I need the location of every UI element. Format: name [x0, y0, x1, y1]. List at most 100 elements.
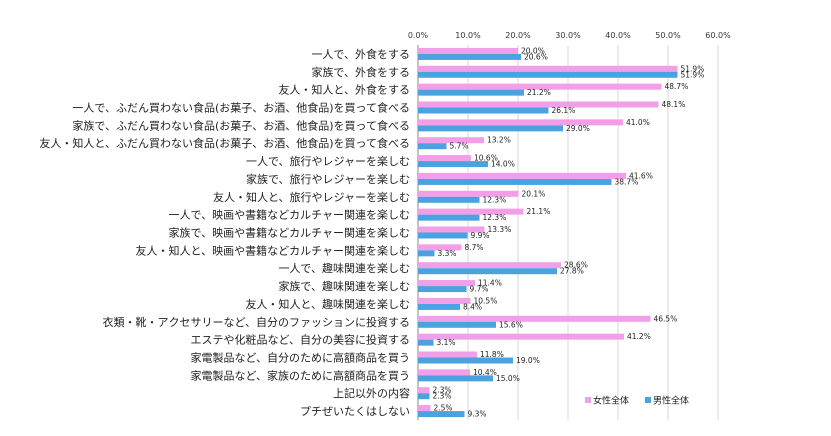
- data-label: 15.0%: [496, 374, 520, 383]
- data-label: 2.3%: [433, 392, 452, 401]
- bar-male: [418, 161, 488, 168]
- data-label: 8.4%: [463, 302, 482, 311]
- category-label: 友人・知人と、趣味関連を楽しむ: [245, 297, 410, 311]
- bar-male: [418, 357, 513, 364]
- x-tick-label: 30.0%: [555, 31, 581, 40]
- x-tick-label: 20.0%: [505, 31, 531, 40]
- data-label: 41.6%: [629, 171, 653, 180]
- bar-male: [418, 178, 612, 185]
- bar-male: [418, 53, 521, 60]
- bar-male: [418, 89, 524, 96]
- legend-label-female: 女性全体: [593, 395, 629, 407]
- data-label: 10.4%: [473, 368, 497, 377]
- bar-male: [418, 250, 435, 257]
- bar-female: [418, 244, 462, 251]
- data-labels: 20.0%20.6% 51.9%51.9% 48.7% 21.2% 48.1% 26.1%…: [433, 46, 705, 418]
- bar-male: [418, 303, 460, 310]
- category-label: 家族で、趣味関連を楽しむ: [278, 279, 410, 293]
- data-label: 5.7%: [450, 142, 469, 151]
- bar-female: [418, 119, 623, 126]
- bar-female: [418, 137, 484, 144]
- data-label: 46.5%: [654, 314, 678, 323]
- data-label: 15.6%: [499, 320, 523, 329]
- data-label: 14.0%: [491, 160, 515, 169]
- category-label: 家電製品など、家族のために高額商品を買う: [191, 368, 410, 382]
- category-label: 友人・知人と、外食をする: [278, 83, 410, 97]
- bar-male: [418, 268, 557, 275]
- x-tick-label: 10.0%: [455, 31, 481, 40]
- legend-swatch-male: [645, 397, 651, 403]
- category-label: エステや化粧品など、自分の美容に投資する: [191, 333, 410, 347]
- bar-female: [418, 155, 471, 162]
- data-label: 38.7%: [615, 177, 639, 186]
- x-axis-ticks: 0.0% 10.0% 20.0% 30.0% 40.0% 50.0% 60.0%: [408, 31, 731, 40]
- data-label: 9.9%: [471, 231, 490, 240]
- data-label: 41.0%: [626, 118, 650, 127]
- bar-female: [418, 47, 518, 54]
- category-label: 衣類・靴・アクセサリーなど、自分のファッションに投資する: [103, 315, 410, 329]
- data-label: 41.2%: [627, 332, 651, 341]
- bar-female: [418, 333, 624, 340]
- data-label: 12.3%: [483, 195, 507, 204]
- data-label: 2.5%: [434, 404, 453, 413]
- bar-male: [418, 393, 430, 400]
- category-label: 一人で、映画や書籍などカルチャー関連を楽しむ: [169, 208, 410, 222]
- data-label: 12.3%: [483, 213, 507, 222]
- bar-female: [418, 208, 524, 215]
- bar-female: [418, 172, 626, 179]
- data-label: 21.1%: [527, 207, 551, 216]
- category-label: 友人・知人と、旅行やレジャーを楽しむ: [213, 190, 410, 204]
- bar-male: [418, 339, 434, 346]
- category-label: 家族で、旅行やレジャーを楽しむ: [246, 172, 410, 186]
- legend: 女性全体 男性全体: [585, 395, 689, 407]
- data-label: 26.1%: [552, 106, 576, 115]
- bars: [418, 47, 678, 418]
- data-label: 13.3%: [488, 225, 512, 234]
- bar-female: [418, 226, 485, 233]
- data-label: 20.0%: [521, 46, 545, 55]
- data-label: 3.1%: [437, 338, 456, 347]
- bar-male: [418, 411, 465, 418]
- data-label: 10.5%: [474, 296, 498, 305]
- bar-male: [418, 107, 549, 114]
- bar-male: [418, 232, 468, 239]
- data-label: 51.9%: [681, 70, 705, 79]
- category-label: 一人で、趣味関連を楽しむ: [278, 261, 410, 275]
- bar-female: [418, 190, 519, 197]
- bar-male: [418, 125, 563, 132]
- data-label: 9.3%: [468, 410, 487, 419]
- data-label: 13.2%: [487, 136, 511, 145]
- bar-female: [418, 315, 651, 322]
- data-label: 20.1%: [522, 189, 546, 198]
- bar-female: [418, 101, 659, 108]
- category-label: 友人・知人と、映画や書籍などカルチャー関連を楽しむ: [136, 243, 410, 257]
- legend-swatch-female: [585, 397, 591, 403]
- data-label: 11.4%: [478, 279, 502, 288]
- data-label: 48.1%: [662, 100, 686, 109]
- category-label: 家族で、映画や書籍などカルチャー関連を楽しむ: [169, 226, 410, 240]
- bar-female: [418, 280, 475, 287]
- data-label: 48.7%: [665, 82, 689, 91]
- data-label: 29.0%: [566, 124, 590, 133]
- bar-male: [418, 71, 678, 78]
- bar-male: [418, 321, 496, 328]
- category-label: 家族で、外食をする: [311, 65, 410, 79]
- data-label: 27.8%: [560, 267, 584, 276]
- bar-female: [418, 65, 678, 72]
- category-label: 家電製品など、自分のために高額商品を買う: [191, 351, 410, 365]
- legend-label-male: 男性全体: [653, 395, 689, 407]
- bar-female: [418, 83, 662, 90]
- category-label: 一人で、ふだん買わない食品(お菓子、お酒、他食品)を買って食べる: [72, 101, 410, 115]
- bar-male: [418, 196, 480, 203]
- x-tick-label: 0.0%: [408, 31, 429, 40]
- category-label: 一人で、旅行やレジャーを楽しむ: [246, 154, 410, 168]
- category-label: 友人・知人と、ふだん買わない食品(お菓子、お酒、他食品)を買って食べる: [39, 136, 410, 150]
- category-label: 一人で、外食をする: [311, 47, 410, 61]
- data-label: 11.8%: [480, 350, 504, 359]
- bar-female: [418, 369, 470, 376]
- bar-female: [418, 351, 477, 358]
- bar-male: [418, 375, 493, 382]
- data-label: 21.2%: [527, 88, 551, 97]
- data-label: 28.6%: [564, 261, 588, 270]
